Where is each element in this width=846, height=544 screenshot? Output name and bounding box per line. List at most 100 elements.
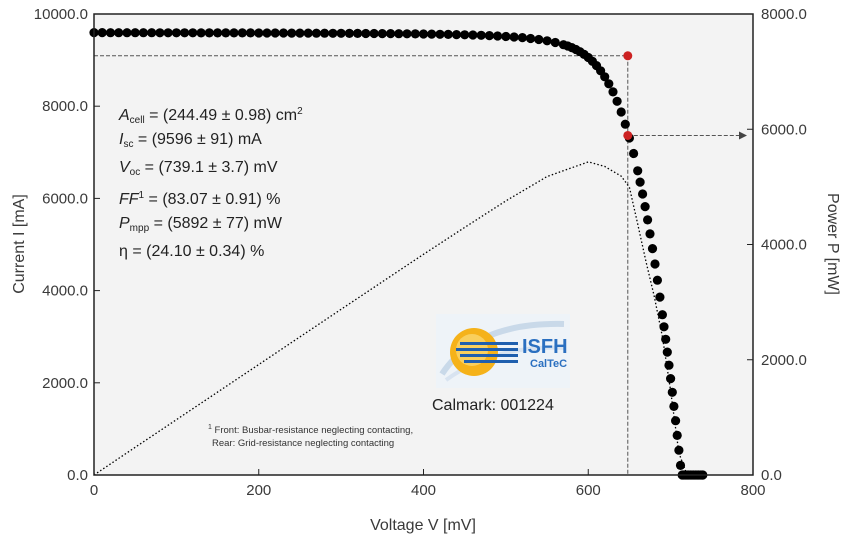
current-point (443, 29, 453, 39)
y-tick-label: 10000.0 (34, 6, 88, 23)
current-point (669, 401, 679, 411)
logo-graphic (439, 320, 567, 382)
current-point (328, 28, 338, 38)
logo-title: ISFH (522, 336, 568, 358)
mpp-markers (623, 51, 633, 140)
current-point (213, 28, 223, 38)
x-tick-label: 400 (411, 482, 436, 499)
isfh-caltec-logo: ISFH CalTeC (436, 314, 570, 388)
current-point (237, 28, 247, 38)
current-point (509, 32, 519, 42)
current-point (655, 292, 665, 302)
x-axis-ticks: 0 200 400 600 800 (90, 469, 766, 499)
current-point (675, 460, 686, 470)
y-tick-label: 2000.0 (42, 375, 88, 392)
current-point (460, 30, 470, 40)
y-tick-label: 4000.0 (42, 283, 88, 300)
current-points (89, 27, 708, 480)
current-point (155, 28, 165, 38)
current-point (138, 28, 148, 38)
current-point (468, 30, 478, 40)
current-point (163, 28, 173, 38)
current-point (526, 33, 536, 44)
current-point (130, 28, 140, 38)
footnote: 1 Front: Busbar-resistance neglecting co… (208, 421, 413, 450)
current-point (643, 215, 653, 225)
calmark-label: Calmark: 001224 (432, 397, 554, 414)
current-point (662, 347, 672, 357)
current-point (180, 28, 190, 38)
current-point (501, 31, 511, 42)
current-point (629, 148, 639, 159)
y2-tick-label: 8000.0 (761, 6, 807, 23)
x-tick-label: 0 (90, 482, 98, 499)
current-point (608, 87, 618, 97)
current-point (221, 28, 231, 38)
current-point (542, 36, 552, 46)
y2-tick-label: 4000.0 (761, 237, 807, 254)
annotation-voc: Voc = (739.1 ± 3.7) mV (119, 159, 278, 179)
current-point (652, 275, 663, 285)
y-tick-label: 8000.0 (42, 98, 88, 115)
current-point (295, 28, 305, 38)
current-point (361, 28, 371, 39)
current-point (418, 29, 429, 39)
annotation-ff: FF1 = (83.07 ± 0.91) % (119, 190, 281, 208)
current-point (476, 30, 486, 40)
y-axis-label: Current I [mA] (11, 194, 28, 294)
current-point (666, 374, 676, 384)
y2-axis-label: Power P [mW] (824, 193, 841, 295)
footnote-line-2: Rear: Grid-resistance neglecting contact… (212, 438, 395, 449)
current-point (647, 244, 658, 254)
x-tick-label: 200 (246, 482, 271, 499)
current-point (394, 29, 404, 39)
current-point (640, 202, 650, 212)
x-axis-label: Voltage V [mV] (370, 517, 476, 534)
current-point (114, 28, 124, 38)
current-point (229, 28, 239, 38)
current-point (311, 28, 321, 38)
current-point (171, 28, 181, 38)
current-point (435, 29, 445, 39)
y2-tick-label: 2000.0 (761, 352, 807, 369)
y2-tick-label: 0.0 (761, 467, 782, 484)
footnote-line-1: 1 Front: Busbar-resistance neglecting co… (208, 424, 414, 436)
current-point (427, 29, 437, 39)
x-tick-label: 600 (576, 482, 601, 499)
current-point (493, 31, 503, 41)
current-point (336, 28, 346, 38)
current-point (671, 416, 681, 426)
y2-tick-label: 6000.0 (761, 121, 807, 138)
current-point (196, 28, 206, 38)
current-point (122, 28, 132, 38)
logo-subtitle: CalTeC (530, 358, 568, 370)
current-point (320, 28, 330, 38)
current-point (534, 34, 544, 45)
current-point (278, 28, 289, 38)
current-point (188, 28, 198, 38)
current-point (451, 29, 462, 40)
y-tick-label: 0.0 (67, 467, 88, 484)
current-point (484, 30, 494, 41)
current-point (262, 28, 272, 38)
current-point (661, 334, 671, 344)
annotation-a-cell: Acell = (244.49 ± 0.98) cm2 (119, 106, 303, 126)
current-point (616, 107, 626, 117)
y-tick-label: 6000.0 (42, 190, 88, 207)
current-point (650, 259, 660, 269)
current-point (410, 29, 420, 39)
current-point (645, 229, 655, 239)
current-point (604, 79, 614, 89)
current-point (659, 322, 669, 332)
current-point (635, 177, 645, 187)
current-point (672, 430, 682, 440)
current-point (517, 33, 528, 43)
current-point (633, 166, 643, 176)
plot-background (94, 14, 753, 475)
current-point (147, 28, 157, 38)
current-point (620, 119, 630, 129)
current-point (254, 28, 264, 38)
current-point (287, 28, 297, 38)
annotation-efficiency: η = (24.10 ± 0.34) % (119, 243, 265, 260)
